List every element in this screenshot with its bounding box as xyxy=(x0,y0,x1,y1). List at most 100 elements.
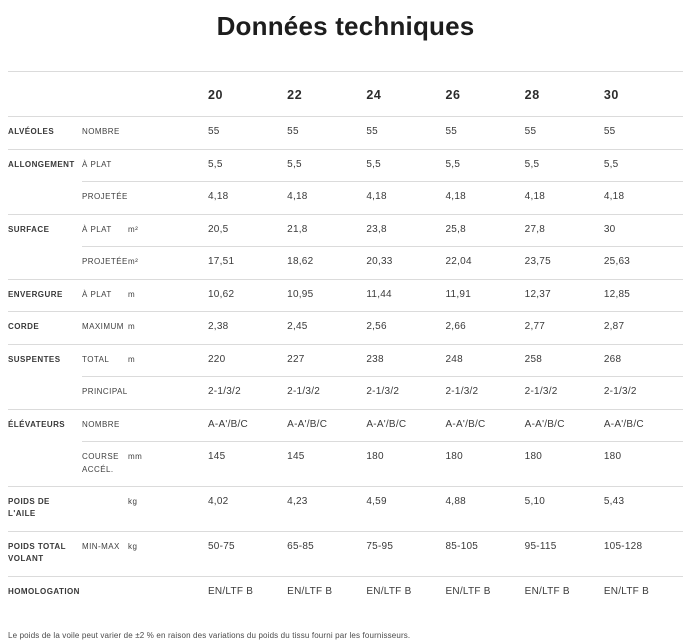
cell-value: 5,43 xyxy=(603,496,625,507)
cell-value: 10,62 xyxy=(208,288,235,300)
header-spacer xyxy=(82,88,128,89)
cell-value: 105-128 xyxy=(603,540,643,552)
size-column-header: 30 xyxy=(603,87,619,102)
cell-value: 2,45 xyxy=(287,321,308,333)
row-sublabel: À PLAT xyxy=(82,289,112,299)
cell-value: 23,8 xyxy=(366,223,387,235)
header-spacer xyxy=(8,88,82,89)
cell-value: 4,18 xyxy=(366,191,387,203)
cell-value: EN/LTF B xyxy=(208,585,254,597)
cell-value: EN/LTF B xyxy=(287,585,333,597)
cell-value: 55 xyxy=(603,126,616,138)
table-row-course-accel: COURSE ACCÉL. mm 145 145 180 180 180 180 xyxy=(8,441,683,486)
row-label: POIDS TOTAL VOLANT xyxy=(8,541,66,564)
row-label: POIDS DE L'AILE xyxy=(8,497,50,519)
cell-value: 2,38 xyxy=(208,321,229,333)
row-label: SUSPENTES xyxy=(8,354,61,364)
cell-value: 2-1/3/2 xyxy=(287,386,321,398)
row-sublabel xyxy=(82,496,128,497)
row-label xyxy=(8,256,82,257)
row-sublabel: À PLAT xyxy=(82,159,112,169)
cell-value: 180 xyxy=(445,451,463,463)
table-row-elevateurs-nombre: ÉLÉVATEURS NOMBRE A-A'/B/C A-A'/B/C A-A'… xyxy=(8,408,683,442)
row-label: HOMOLOGATION xyxy=(8,586,80,596)
row-unit xyxy=(128,586,208,587)
cell-value: A-A'/B/C xyxy=(524,418,565,430)
cell-value: 12,37 xyxy=(524,288,551,300)
cell-value: 4,23 xyxy=(287,496,308,507)
row-sublabel: PROJETÉE xyxy=(82,192,128,202)
cell-value: 21,8 xyxy=(287,223,308,235)
size-column-header: 26 xyxy=(445,87,461,102)
cell-value: 4,18 xyxy=(445,191,466,203)
cell-value: 2,77 xyxy=(524,321,546,333)
row-label: ALVÉOLES xyxy=(8,127,55,137)
table-row-alveoles: ALVÉOLES NOMBRE 55 55 55 55 55 55 xyxy=(8,116,683,149)
cell-value: 180 xyxy=(366,451,384,463)
cell-value: 2,66 xyxy=(445,321,466,333)
cell-value: A-A'/B/C xyxy=(208,418,249,430)
cell-value: 23,75 xyxy=(524,256,551,268)
cell-value: EN/LTF B xyxy=(445,585,491,597)
row-label: CORDE xyxy=(8,322,40,332)
row-label: ÉLÉVATEURS xyxy=(8,419,66,429)
row-unit: mm xyxy=(128,452,143,462)
cell-value: EN/LTF B xyxy=(366,585,412,597)
cell-value: 180 xyxy=(524,451,543,463)
row-unit xyxy=(128,191,208,192)
cell-value: A-A'/B/C xyxy=(287,418,328,430)
cell-value: 2-1/3/2 xyxy=(603,386,637,398)
cell-value: 18,62 xyxy=(287,256,314,268)
row-sublabel: PRINCIPAL xyxy=(82,387,128,397)
cell-value: 55 xyxy=(366,126,378,138)
row-unit: m xyxy=(128,322,136,332)
cell-value: A-A'/B/C xyxy=(366,418,407,430)
row-unit xyxy=(128,386,208,387)
row-unit xyxy=(128,159,208,160)
cell-value: 220 xyxy=(208,353,226,365)
cell-value: 10,95 xyxy=(287,288,314,300)
size-column-header: 28 xyxy=(524,87,540,102)
row-unit: m² xyxy=(128,224,139,234)
cell-value: 5,5 xyxy=(445,158,461,170)
cell-value: 50-75 xyxy=(208,540,235,552)
cell-value: EN/LTF B xyxy=(603,585,649,597)
table-row-poids-total-volant: POIDS TOTAL VOLANT MIN-MAX kg 50-75 65-8… xyxy=(8,530,683,576)
size-column-header: 22 xyxy=(287,87,303,102)
cell-value: 55 xyxy=(445,126,458,138)
cell-value: 4,88 xyxy=(445,496,466,507)
cell-value: 5,5 xyxy=(366,158,381,170)
cell-value: 2-1/3/2 xyxy=(366,386,400,398)
row-unit: m xyxy=(128,289,136,299)
cell-value: A-A'/B/C xyxy=(445,418,486,430)
cell-value: 4,59 xyxy=(366,496,387,507)
cell-value: 25,63 xyxy=(603,256,631,268)
page-title: Données techniques xyxy=(216,11,475,41)
cell-value: 17,51 xyxy=(208,256,235,268)
table-row-allongement-projetee: PROJETÉE 4,18 4,18 4,18 4,18 4,18 4,18 xyxy=(8,181,683,214)
row-sublabel: NOMBRE xyxy=(82,127,120,137)
cell-value: 4,18 xyxy=(208,191,229,203)
cell-value: 11,91 xyxy=(445,288,472,300)
cell-value: 238 xyxy=(366,353,384,365)
table-row-suspentes-principal: PRINCIPAL 2-1/3/2 2-1/3/2 2-1/3/2 2-1/3/… xyxy=(8,376,683,409)
cell-value: A-A'/B/C xyxy=(603,418,644,430)
weight-variation-footnote: Le poids de la voile peut varier de ±2 %… xyxy=(8,631,411,640)
row-unit: kg xyxy=(128,497,138,506)
cell-value: 180 xyxy=(603,451,622,463)
size-column-header: 24 xyxy=(366,87,382,102)
row-sublabel: COURSE ACCÉL. xyxy=(82,452,119,474)
cell-value: 75-95 xyxy=(366,540,394,552)
cell-value: 258 xyxy=(524,353,543,365)
row-sublabel: PROJETÉE xyxy=(82,257,128,267)
cell-value: 2-1/3/2 xyxy=(208,386,241,398)
table-row-envergure: ENVERGURE À PLAT m 10,62 10,95 11,44 11,… xyxy=(8,278,683,312)
cell-value: 12,85 xyxy=(603,288,631,300)
cell-value: 2,87 xyxy=(603,321,625,333)
cell-value: 227 xyxy=(287,353,305,365)
table-row-surface-a-plat: SURFACE À PLAT m² 20,5 21,8 23,8 25,8 27… xyxy=(8,213,683,247)
table-row-allongement-a-plat: ALLONGEMENT À PLAT 5,5 5,5 5,5 5,5 5,5 5… xyxy=(8,148,683,182)
row-unit: kg xyxy=(128,541,138,551)
cell-value: 4,18 xyxy=(287,191,308,203)
row-label: ENVERGURE xyxy=(8,289,63,299)
